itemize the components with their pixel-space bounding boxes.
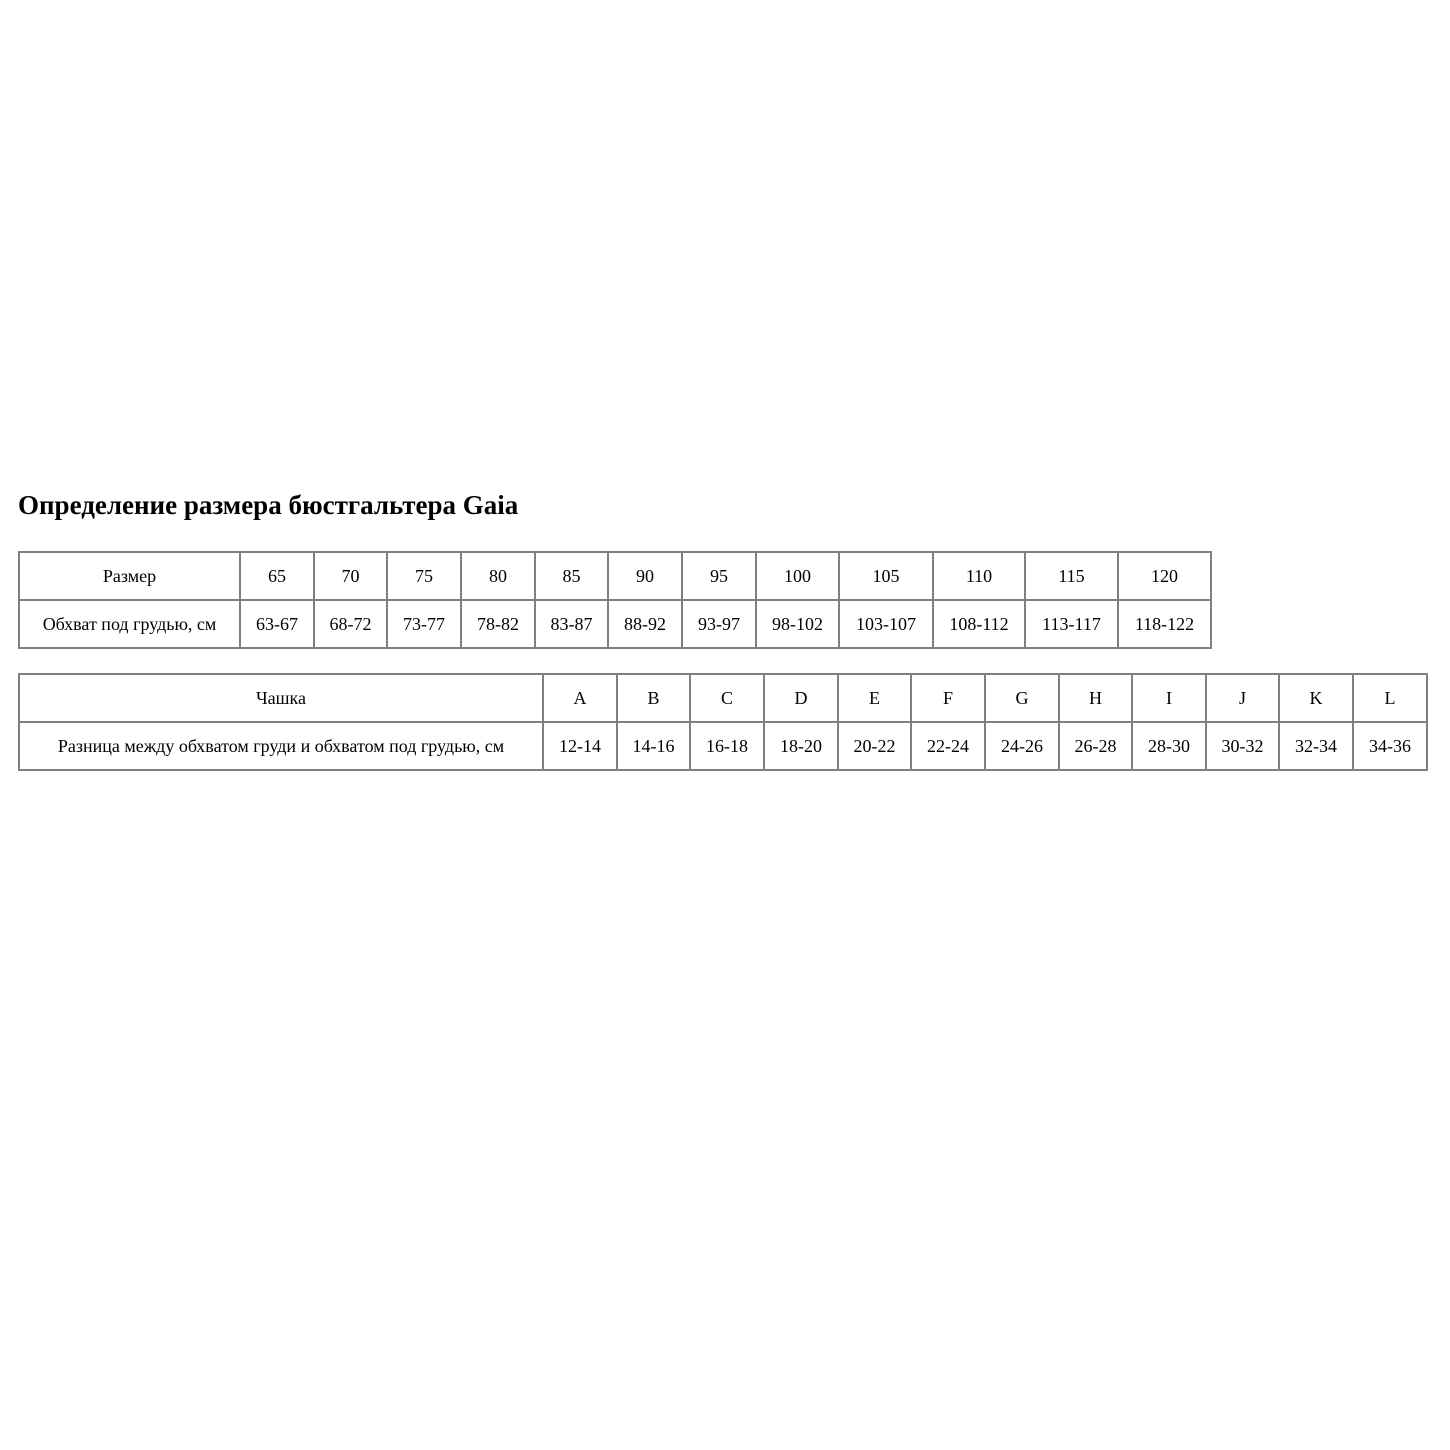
table-cell: 115 [1024,551,1119,601]
table-cell: 26-28 [1058,721,1133,771]
table-row: Обхват под грудью, см 63-67 68-72 73-77 78-8… [18,599,1212,649]
table-cell: 28-30 [1131,721,1207,771]
table-cell: F [910,673,986,723]
table-cell: 88-92 [607,599,683,649]
table-cell: 80 [460,551,536,601]
cup-size-table: Чашка A B C D E F G H I J K L Разница между обхватом … [18,673,1428,771]
table-cell: 78-82 [460,599,536,649]
table-cell: 73-77 [386,599,462,649]
table-row: Разница между обхватом груди и обхватом … [18,721,1428,771]
table-row: Размер 65 70 75 80 85 90 95 100 105 110 115 120 [18,551,1212,601]
band-size-table: Размер 65 70 75 80 85 90 95 100 105 110 115 120 Обхва… [18,551,1212,649]
table-cell: 118-122 [1117,599,1212,649]
table-cell: 68-72 [313,599,388,649]
row-header-cell: Размер [18,551,241,601]
table-cell: G [984,673,1060,723]
table-cell: 12-14 [542,721,618,771]
row-header-cell: Разница между обхватом груди и обхватом … [18,721,544,771]
table-cell: I [1131,673,1207,723]
table-cell: 108-112 [932,599,1026,649]
table-cell: 75 [386,551,462,601]
table-cell: C [689,673,765,723]
table-cell: 30-32 [1205,721,1280,771]
table-cell: B [616,673,691,723]
row-header-cell: Обхват под грудью, см [18,599,241,649]
table-cell: 85 [534,551,609,601]
table-cell: 95 [681,551,757,601]
table-cell: 105 [838,551,934,601]
table-cell: 24-26 [984,721,1060,771]
row-header-cell: Чашка [18,673,544,723]
page-title: Определение размера бюстгальтера Gaia [18,490,519,520]
table-cell: H [1058,673,1133,723]
table-cell: 100 [755,551,840,601]
table-cell: 113-117 [1024,599,1119,649]
table-cell: 90 [607,551,683,601]
table-cell: 83-87 [534,599,609,649]
table-cell: A [542,673,618,723]
table-cell: 65 [239,551,315,601]
table-cell: J [1205,673,1280,723]
table-cell: 120 [1117,551,1212,601]
table-row: Чашка A B C D E F G H I J K L [18,673,1428,723]
table-cell: 103-107 [838,599,934,649]
table-cell: 20-22 [837,721,912,771]
table-cell: 14-16 [616,721,691,771]
table-cell: 98-102 [755,599,840,649]
table-cell: 32-34 [1278,721,1354,771]
table-cell: E [837,673,912,723]
table-cell: 110 [932,551,1026,601]
table-cell: 93-97 [681,599,757,649]
table-cell: 63-67 [239,599,315,649]
table-cell: 16-18 [689,721,765,771]
table-cell: 70 [313,551,388,601]
table-cell: K [1278,673,1354,723]
table-cell: D [763,673,839,723]
table-cell: 18-20 [763,721,839,771]
table-cell: 22-24 [910,721,986,771]
table-cell: 34-36 [1352,721,1428,771]
table-cell: L [1352,673,1428,723]
